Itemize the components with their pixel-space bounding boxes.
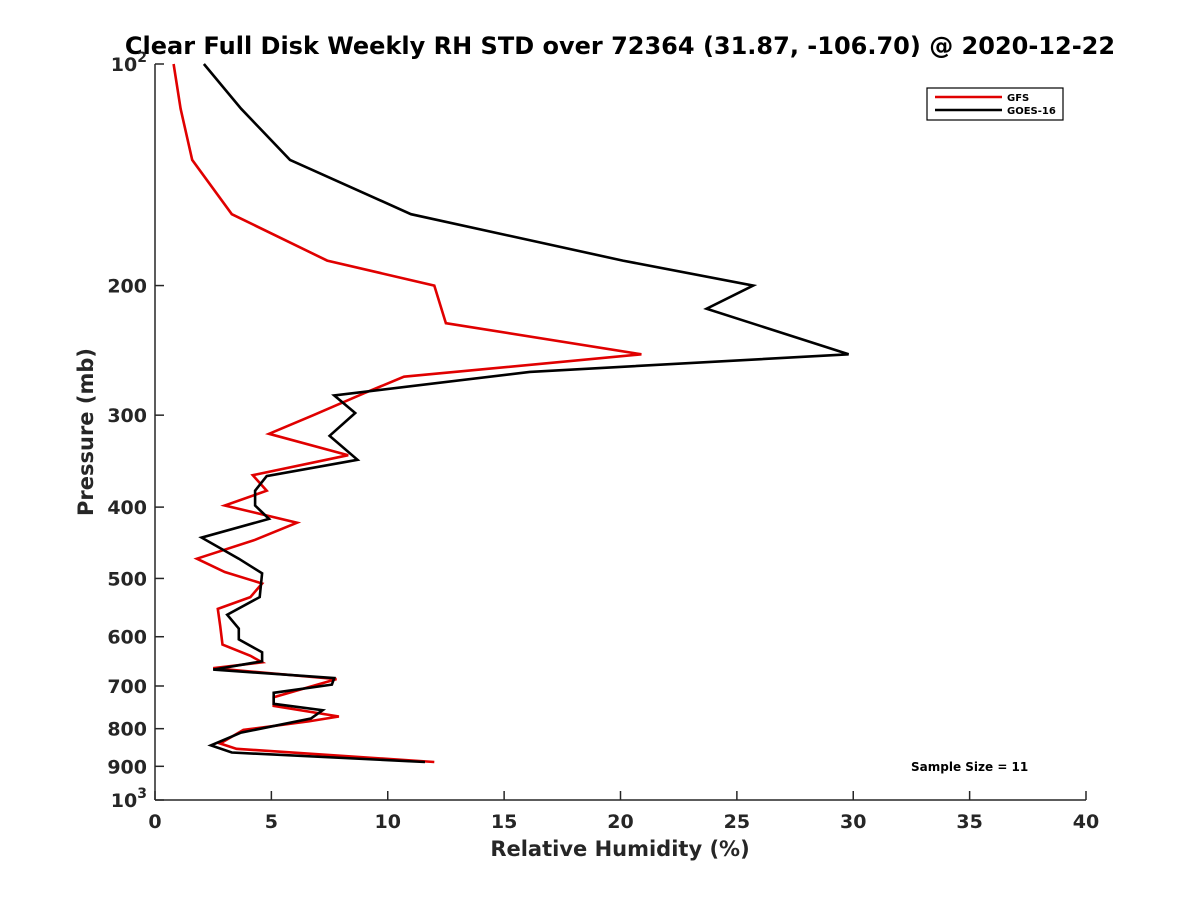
y-tick-label: 900 — [107, 756, 147, 778]
legend-label-gfs: GFS — [1007, 93, 1029, 104]
series-line-goes16 — [198, 63, 849, 764]
series-line-gfs — [172, 63, 642, 764]
y-ticks: 102 200 300 400 500 600 700 800 900 103 — [107, 50, 164, 812]
y-tick-label: 102 — [111, 50, 147, 76]
x-tick-label: 15 — [491, 811, 517, 833]
x-tick-label: 10 — [375, 811, 401, 833]
legend-label-goes16: GOES-16 — [1007, 106, 1056, 117]
y-tick-label: 103 — [111, 786, 147, 812]
x-ticks: 0 5 10 15 20 25 30 35 40 — [148, 791, 1099, 833]
x-tick-label: 5 — [265, 811, 278, 833]
y-axis-label: Pressure (mb) — [74, 348, 98, 516]
x-tick-label: 20 — [607, 811, 633, 833]
chart-title: Clear Full Disk Weekly RH STD over 72364… — [125, 32, 1115, 60]
y-tick-label: 500 — [107, 568, 147, 590]
sample-size-annotation: Sample Size = 11 — [911, 760, 1028, 774]
y-tick-label: 200 — [107, 276, 147, 298]
y-tick-label: 600 — [107, 627, 147, 649]
x-tick-label: 0 — [148, 811, 161, 833]
x-tick-label: 35 — [956, 811, 982, 833]
y-tick-label: 700 — [107, 676, 147, 698]
x-axis-label: Relative Humidity (%) — [490, 837, 749, 861]
x-tick-label: 40 — [1073, 811, 1099, 833]
legend: GFS GOES-16 — [926, 87, 1064, 121]
x-tick-label: 30 — [840, 811, 866, 833]
legend-box — [926, 87, 1064, 121]
x-tick-label: 25 — [724, 811, 750, 833]
y-tick-label: 800 — [107, 719, 147, 741]
plot-lines — [172, 63, 849, 764]
y-tick-label: 300 — [107, 405, 147, 427]
y-tick-label: 400 — [107, 497, 147, 519]
